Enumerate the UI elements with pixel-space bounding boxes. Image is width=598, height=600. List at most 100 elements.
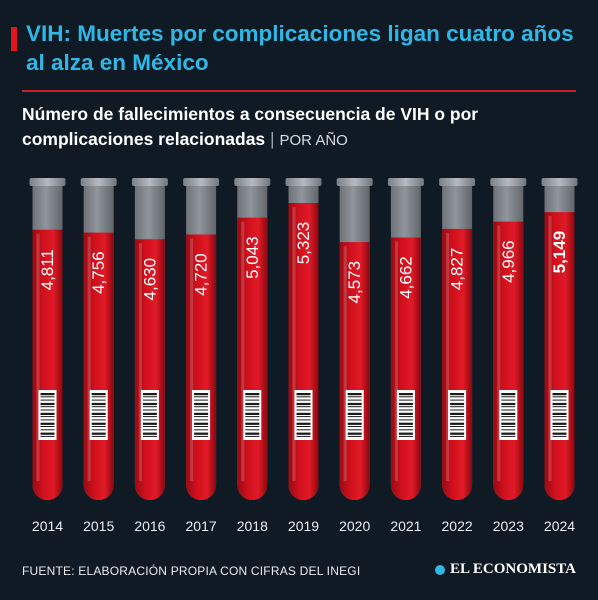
tube-shine	[394, 241, 398, 481]
barcode-line	[91, 419, 106, 421]
barcode-line	[398, 396, 413, 398]
barcode-line	[142, 429, 157, 431]
barcode-line	[91, 393, 106, 396]
barcode-line	[142, 416, 157, 418]
barcode-line	[142, 399, 157, 401]
value-label-2015: 4,756	[89, 251, 108, 294]
barcode-line	[450, 409, 465, 411]
barcode-line	[398, 432, 413, 435]
tube-cap	[29, 178, 66, 186]
barcode-line	[552, 406, 567, 408]
barcode-line	[450, 396, 465, 398]
value-label-2021: 4,662	[396, 256, 415, 299]
tube-shine	[343, 246, 347, 481]
barcode-line	[398, 422, 413, 425]
barcode-line	[552, 399, 567, 401]
barcode-line	[347, 426, 362, 427]
barcode-line	[398, 409, 413, 411]
globe-icon	[435, 564, 445, 575]
barcode-line	[296, 419, 311, 421]
barcode-line	[245, 435, 260, 437]
barcode-line	[347, 409, 362, 411]
value-label-2018: 5,043	[243, 236, 262, 279]
barcode-line	[347, 393, 362, 396]
value-label-2019: 5,323	[294, 222, 313, 265]
barcode-line	[142, 393, 157, 396]
barcode-line	[194, 416, 209, 418]
barcode-line	[296, 416, 311, 418]
barcode-line	[91, 406, 106, 408]
year-label-2016: 2016	[134, 518, 165, 534]
barcode-line	[40, 409, 55, 411]
barcode-line	[552, 393, 567, 396]
barcode-line	[142, 435, 157, 437]
barcode-line	[142, 412, 157, 415]
barcode-line	[40, 412, 55, 415]
barcode-line	[450, 432, 465, 435]
tube-cap	[490, 178, 527, 186]
barcode-line	[142, 409, 157, 411]
barcode-line	[296, 402, 311, 406]
barcode-line	[552, 422, 567, 425]
barcode-line	[142, 406, 157, 408]
tube-shine	[241, 221, 245, 482]
tube-shine	[548, 216, 552, 481]
test-tube-chart: 4,811 2014 4,756 2015 4,630 2016 4,720 2017 5,04…	[29, 178, 578, 534]
barcode-line	[347, 416, 362, 418]
year-label-2017: 2017	[186, 518, 217, 534]
barcode-line	[91, 422, 106, 425]
tube-cap	[131, 178, 168, 186]
barcode-line	[40, 402, 55, 406]
barcode-line	[501, 429, 516, 431]
barcode-line	[552, 432, 567, 435]
barcode-line	[142, 422, 157, 425]
year-label-2022: 2022	[442, 518, 473, 534]
barcode-line	[552, 419, 567, 421]
barcode-line	[194, 426, 209, 427]
barcode-line	[194, 396, 209, 398]
tube-shine	[497, 225, 501, 481]
barcode-line	[347, 435, 362, 437]
barcode-line	[347, 396, 362, 398]
barcode-line	[40, 399, 55, 401]
title-divider	[22, 90, 576, 92]
barcode-line	[142, 402, 157, 406]
barcode-line	[296, 412, 311, 415]
barcode-line	[91, 416, 106, 418]
barcode-line	[296, 406, 311, 408]
barcode-line	[91, 435, 106, 437]
tube-cap	[285, 178, 322, 186]
barcode-line	[450, 435, 465, 437]
tube-2014: 4,811	[29, 178, 66, 501]
tube-shine	[446, 232, 450, 481]
barcode-line	[398, 416, 413, 418]
barcode-line	[296, 435, 311, 437]
barcode-line	[40, 426, 55, 427]
barcode-line	[398, 402, 413, 406]
barcode-line	[347, 406, 362, 408]
barcode-line	[245, 399, 260, 401]
barcode-line	[450, 419, 465, 421]
barcode-line	[194, 393, 209, 396]
value-label-2017: 4,720	[192, 253, 211, 296]
barcode-line	[398, 393, 413, 396]
barcode-line	[142, 419, 157, 421]
barcode-line	[142, 396, 157, 398]
barcode-line	[552, 396, 567, 398]
barcode-line	[40, 406, 55, 408]
barcode-line	[450, 402, 465, 406]
barcode-line	[194, 429, 209, 431]
value-label-2024: 5,149	[550, 231, 569, 274]
barcode-line	[194, 406, 209, 408]
barcode-line	[40, 432, 55, 435]
barcode-line	[501, 393, 516, 396]
barcode-line	[450, 399, 465, 401]
barcode-line	[40, 396, 55, 398]
title-accent-bar	[11, 27, 17, 51]
barcode-line	[245, 409, 260, 411]
barcode-line	[552, 435, 567, 437]
barcode-line	[245, 426, 260, 427]
barcode-line	[245, 393, 260, 396]
barcode-line	[501, 426, 516, 427]
barcode-line	[91, 399, 106, 401]
